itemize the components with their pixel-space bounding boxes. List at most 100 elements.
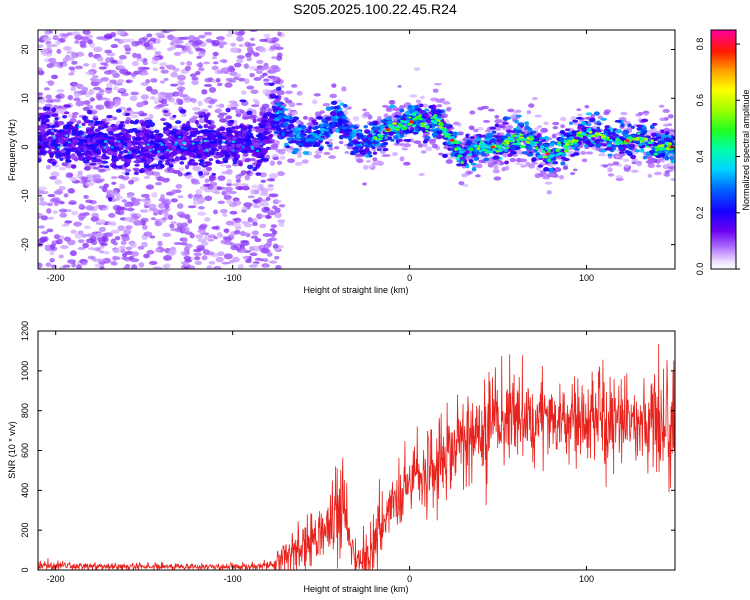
- spectrogram-cell: [277, 219, 286, 224]
- spectrogram-cell: [243, 63, 250, 69]
- spectrogram-cell: [204, 120, 212, 123]
- spectrogram-cell: [218, 44, 224, 49]
- spectrogram-cell: [607, 173, 615, 177]
- spectrogram-cell: [237, 264, 244, 269]
- spectrogram-cell: [351, 132, 357, 138]
- spectrogram-cell: [519, 138, 525, 141]
- spectrogram-cell: [184, 259, 192, 263]
- spectrogram-cell: [548, 163, 554, 168]
- spectrogram-cell: [507, 108, 515, 113]
- spectrogram-cell: [89, 146, 96, 150]
- spectrogram-cell: [149, 37, 157, 42]
- spectrogram-cell: [96, 161, 103, 165]
- spectrogram-cell: [291, 111, 299, 116]
- spectrogram-cell: [130, 91, 139, 96]
- spectrogram-cell: [156, 104, 165, 108]
- spectrogram-cell: [160, 194, 165, 200]
- spectrogram-cell: [225, 115, 233, 120]
- spectrogram-cell: [484, 134, 492, 139]
- spectrogram-cell: [318, 147, 324, 152]
- spectrogram-cell: [473, 128, 479, 133]
- spectrogram-cell: [341, 116, 348, 120]
- spectrogram-cell: [187, 218, 193, 224]
- spectrogram-cell: [571, 130, 577, 134]
- spectrogram-cell: [658, 104, 665, 108]
- spectrogram-cell: [38, 98, 47, 104]
- spectrogram-cell: [269, 45, 277, 50]
- spectrogram-cell: [212, 51, 219, 57]
- spectrogram-cell: [392, 122, 398, 125]
- spectrogram-cell: [163, 254, 173, 261]
- spectrogram-cell: [636, 127, 643, 131]
- spectrogram-cell: [603, 111, 610, 116]
- spectrogram-cell: [126, 107, 132, 111]
- spectrogram-cell: [200, 130, 207, 134]
- spectrogram-cell: [109, 138, 115, 142]
- spectrogram-cell: [98, 226, 107, 232]
- spectrogram-cell: [272, 205, 278, 210]
- spectrogram-cell: [594, 139, 600, 144]
- spectrogram-cell: [92, 78, 100, 82]
- spectrogram-cell: [207, 105, 213, 109]
- spectrogram-cell: [82, 115, 89, 120]
- spectrogram-cell: [49, 244, 56, 250]
- spectrogram-cell: [262, 88, 271, 95]
- spectrogram-cell: [228, 79, 237, 83]
- spectrogram-cell: [461, 183, 469, 187]
- spectrogram-cell: [242, 255, 250, 260]
- spectrogram-cell: [117, 165, 123, 169]
- spectrogram-cell: [166, 142, 172, 148]
- spectrogram-cell: [241, 116, 250, 120]
- spectrogram-cell: [371, 146, 376, 150]
- spectrogram-cell: [213, 140, 218, 144]
- spectrogram-cell: [432, 110, 438, 114]
- spectrogram-cell: [260, 188, 269, 195]
- spectrogram-cell: [413, 67, 421, 71]
- spectrogram-cell: [272, 156, 279, 161]
- spectrogram-cell: [354, 141, 361, 145]
- spectrogram-cell: [54, 113, 59, 117]
- spectrogram-cell: [245, 52, 252, 58]
- spectrogram-cell: [231, 183, 239, 187]
- spectrogram-cell: [247, 129, 252, 133]
- spectrogram-cell: [574, 139, 579, 143]
- spectrogram-cell: [67, 94, 74, 101]
- spectrogram-cell: [212, 209, 218, 215]
- spectrogram-cell: [131, 61, 139, 67]
- spectrogram-cell: [85, 233, 95, 237]
- spectrogram-cell: [194, 120, 199, 125]
- spectrogram-cell: [197, 201, 204, 205]
- spectrogram-cell: [275, 86, 282, 91]
- spectrogram-cell: [87, 141, 92, 145]
- spectrogram-cell: [647, 141, 653, 144]
- spectrogram-cell: [402, 113, 407, 119]
- spectrogram-cell: [168, 131, 176, 135]
- spectrogram-cell: [118, 175, 125, 179]
- spectrogram-cell: [302, 150, 310, 156]
- spectrogram-cell: [422, 103, 429, 108]
- spectrogram-cell: [541, 170, 546, 175]
- spectrogram-cell: [203, 123, 209, 129]
- spectrogram-cell: [201, 255, 208, 261]
- spectrogram-cell: [468, 125, 475, 130]
- spectrogram-cell: [89, 119, 94, 124]
- spectrogram-cell: [93, 86, 102, 91]
- spectrogram-cell: [255, 164, 260, 169]
- spectrogram-cell: [468, 159, 474, 164]
- spectrogram-cell: [371, 120, 379, 126]
- spectrogram-cell: [46, 45, 52, 52]
- spectrogram-cell: [570, 153, 576, 157]
- spectrogram-cell: [38, 225, 45, 229]
- spectrogram-cell: [397, 139, 403, 142]
- spectrogram-cell: [557, 143, 562, 147]
- spectrogram-cell: [65, 159, 70, 163]
- spectrogram-cell: [387, 117, 392, 121]
- spectrogram-cell: [226, 136, 232, 140]
- spectrogram-cell: [216, 232, 223, 237]
- spectrogram-cell: [150, 78, 158, 83]
- spectrogram-cell: [154, 51, 162, 56]
- spectrogram-cell: [662, 108, 670, 113]
- spectrogram-cell: [425, 146, 433, 152]
- spectrogram-cell: [670, 159, 675, 164]
- spectrogram-cell: [85, 181, 95, 187]
